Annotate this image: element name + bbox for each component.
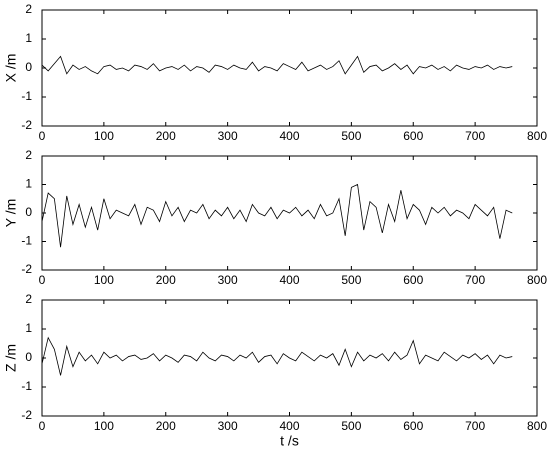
x-tick-label: 300 <box>218 129 238 143</box>
x-tick-label: 100 <box>94 129 114 143</box>
data-line <box>41 336 513 376</box>
y-tick-label: 1 <box>25 31 32 45</box>
y-tick-label: 2 <box>25 2 32 16</box>
x-tick-label: 500 <box>341 273 361 287</box>
x-tick-label: 600 <box>403 273 423 287</box>
x-tick-label: 800 <box>527 419 547 433</box>
y-tick-label: -2 <box>21 262 32 276</box>
y-tick-label: -2 <box>21 408 32 422</box>
x-tick-label: 300 <box>218 419 238 433</box>
data-line <box>41 183 513 248</box>
x-tick-label: 200 <box>156 273 176 287</box>
y-tick-label: 1 <box>25 177 32 191</box>
x-tick-label: 500 <box>341 129 361 143</box>
x-tick-label: 300 <box>218 273 238 287</box>
x-tick-label: 600 <box>403 129 423 143</box>
y-axis-label: Z /m <box>3 344 19 372</box>
y-axis-label: Y /m <box>3 199 19 228</box>
x-tick-label: 700 <box>465 419 485 433</box>
x-tick-label: 400 <box>279 273 299 287</box>
y-tick-label: 2 <box>25 292 32 306</box>
x-tick-label: 0 <box>39 273 46 287</box>
data-line <box>41 55 513 75</box>
y-tick-label: 2 <box>25 148 32 162</box>
x-tick-label: 800 <box>527 273 547 287</box>
x-tick-label: 800 <box>527 129 547 143</box>
y-tick-label: -1 <box>21 234 32 248</box>
y-tick-label: 1 <box>25 321 32 335</box>
x-tick-label: 0 <box>39 129 46 143</box>
x-tick-label: 200 <box>156 129 176 143</box>
x-tick-label: 100 <box>94 273 114 287</box>
y-tick-label: 0 <box>25 60 32 74</box>
x-tick-label: 400 <box>279 419 299 433</box>
y-tick-label: -1 <box>21 379 32 393</box>
x-tick-label: 400 <box>279 129 299 143</box>
x-tick-label: 0 <box>39 419 46 433</box>
y-tick-label: -1 <box>21 89 32 103</box>
y-tick-label: -2 <box>21 118 32 132</box>
x-tick-label: 700 <box>465 273 485 287</box>
x-axis-label: t /s <box>280 433 299 449</box>
y-tick-label: 0 <box>25 205 32 219</box>
y-axis-label: X /m <box>3 54 19 83</box>
x-tick-label: 500 <box>341 419 361 433</box>
x-tick-label: 200 <box>156 419 176 433</box>
x-tick-label: 600 <box>403 419 423 433</box>
y-tick-label: 0 <box>25 350 32 364</box>
x-tick-label: 100 <box>94 419 114 433</box>
x-tick-label: 700 <box>465 129 485 143</box>
